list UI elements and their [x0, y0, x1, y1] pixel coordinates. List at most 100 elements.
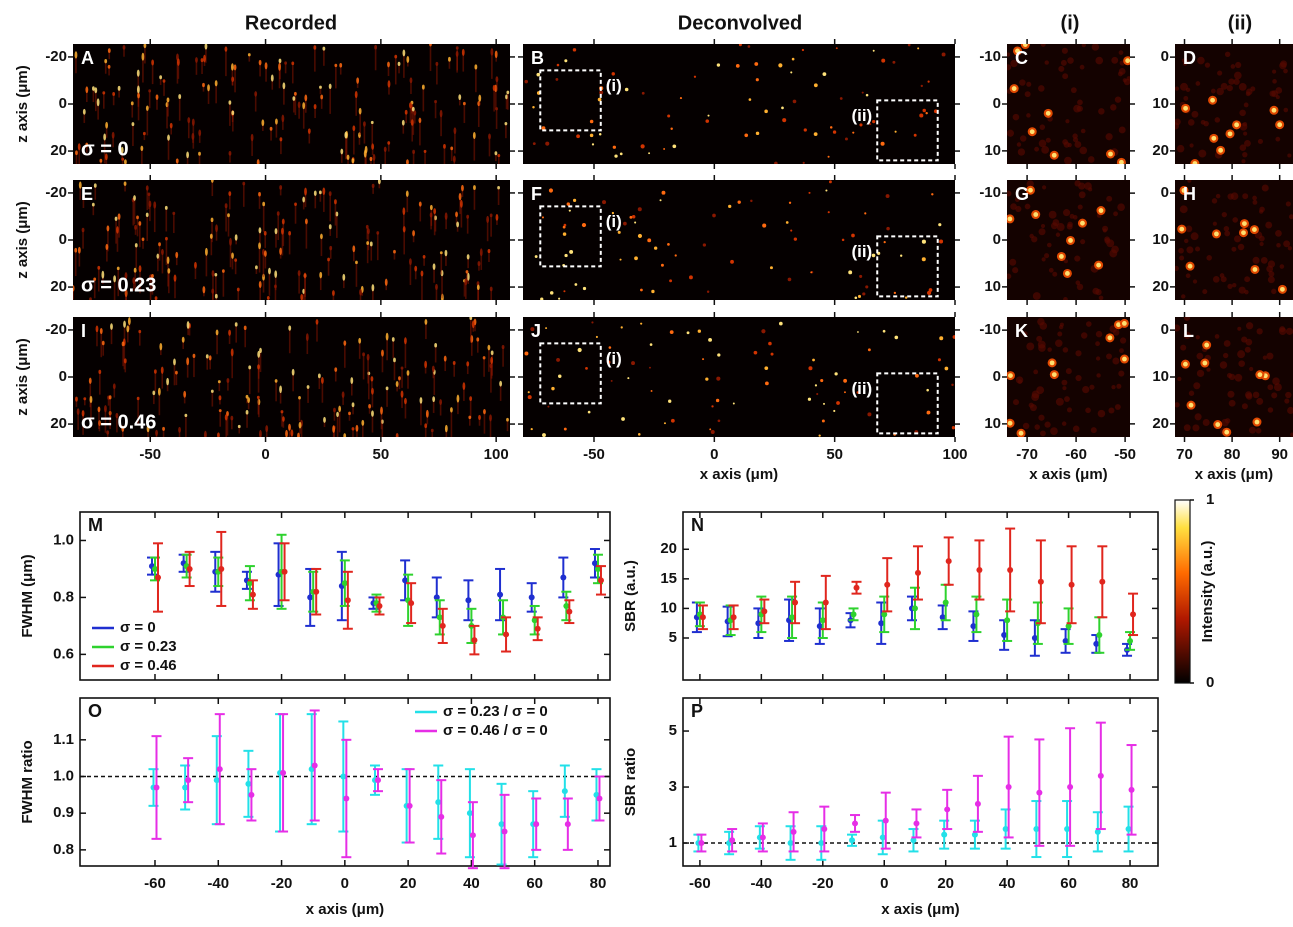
speckle [1047, 347, 1052, 352]
speckle-tail [314, 47, 316, 72]
speckle [404, 397, 407, 405]
speckle [822, 72, 827, 76]
speckle [104, 153, 108, 161]
speckle [136, 85, 140, 94]
y-tick-label: 1.0 [53, 767, 74, 784]
speckle-tail [302, 199, 305, 210]
speckle [443, 355, 447, 362]
speckle [1037, 85, 1045, 92]
speckle-tail [462, 52, 465, 72]
speckle-tail [430, 215, 432, 230]
speckle [439, 109, 443, 118]
speckle-tail [161, 370, 164, 389]
speckle-tail [116, 229, 119, 252]
speckle-tail [175, 255, 178, 266]
x-axis-label: x axis (μm) [1029, 466, 1107, 483]
speckle-tail [259, 230, 261, 243]
speckle [813, 83, 818, 88]
speckle-tail [229, 241, 232, 268]
speckle-tail [132, 280, 135, 291]
speckle-tail [490, 360, 493, 379]
speckle [1022, 422, 1030, 430]
speckle [1256, 328, 1263, 335]
speckle [1243, 131, 1248, 136]
speckle [258, 192, 261, 197]
speckle [434, 99, 437, 104]
speckle [464, 278, 468, 286]
speckle [841, 238, 845, 242]
speckle [1214, 117, 1221, 123]
speckle [1036, 335, 1043, 342]
speckle [489, 414, 492, 422]
speckle-tail [98, 423, 101, 432]
speckle [228, 150, 232, 156]
speckle [1241, 230, 1246, 236]
speckle [1041, 257, 1046, 262]
speckle [854, 296, 858, 300]
speckle [1081, 44, 1086, 48]
speckle-tail [198, 132, 201, 143]
speckle-tail [398, 63, 400, 74]
speckle [1085, 407, 1091, 414]
y-tick-label: 10 [984, 142, 1001, 159]
speckle-tail [82, 197, 85, 209]
y-tick-label: 0 [59, 95, 67, 112]
speckle [175, 370, 178, 375]
speckle [1206, 255, 1212, 261]
speckle-tail [82, 230, 84, 249]
speckle [210, 389, 214, 393]
speckle [458, 192, 462, 201]
speckle-tail [211, 291, 214, 300]
y-tick-label: 0 [1161, 184, 1169, 201]
speckle [228, 100, 232, 105]
speckle-tail [293, 98, 295, 113]
speckle-tail [411, 108, 413, 120]
speckle [77, 143, 81, 151]
speckle [541, 216, 544, 219]
sigma-label: σ = 0.46 [81, 411, 156, 433]
speckles [74, 44, 510, 164]
speckle-tail [215, 228, 218, 241]
speckle [424, 318, 428, 325]
speckle-tail [332, 429, 335, 437]
speckle [248, 365, 252, 370]
speckle [1107, 335, 1113, 341]
speckle [200, 58, 204, 63]
speckle-tail [435, 286, 438, 300]
speckle-tail [278, 66, 281, 89]
speckle [1098, 208, 1104, 213]
panel-letter: F [531, 184, 542, 204]
speckle [1210, 97, 1215, 103]
speckle [1256, 397, 1264, 405]
speckle [274, 379, 278, 383]
speckle-tail [176, 56, 179, 84]
speckle [395, 433, 399, 437]
speckle-tail [448, 59, 451, 69]
speckle [261, 119, 265, 127]
speckle-tail [466, 271, 468, 282]
speckle [358, 107, 362, 115]
speckle [88, 377, 92, 384]
speckle-tail [336, 414, 339, 437]
speckle [1202, 418, 1210, 427]
speckle-tail [318, 375, 321, 389]
data-point [594, 565, 601, 572]
speckle-tail [473, 135, 476, 161]
speckle [1079, 146, 1088, 155]
speckle [1062, 347, 1069, 353]
speckle [1196, 352, 1204, 360]
speckle [281, 114, 285, 123]
sigma-label: σ = 0.23 [81, 274, 156, 296]
speckle [1097, 409, 1106, 418]
data-point [406, 802, 413, 809]
y-tick-label: 15 [660, 570, 677, 587]
x-axis-label: x axis (μm) [1195, 466, 1273, 483]
speckle [1202, 360, 1208, 366]
data-point [1067, 784, 1074, 791]
data-point [560, 574, 567, 581]
x-tick-label: 0 [710, 446, 718, 463]
speckle [140, 145, 144, 152]
speckle [1092, 287, 1100, 295]
speckle [270, 74, 274, 82]
